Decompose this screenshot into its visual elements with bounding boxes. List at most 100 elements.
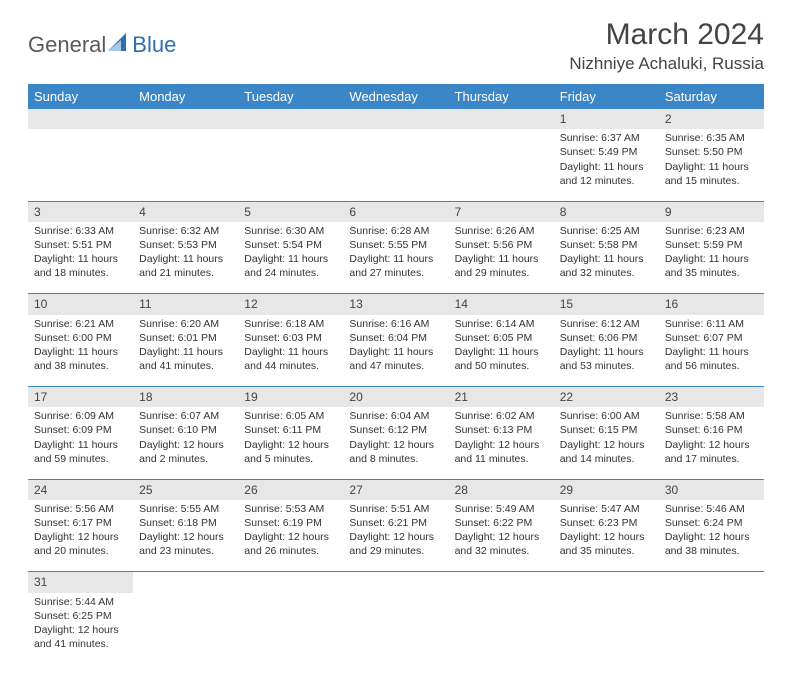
day-number-cell: 10 [28, 294, 133, 315]
sunrise-text: Sunrise: 5:44 AM [34, 595, 127, 609]
day-content: Sunrise: 6:20 AMSunset: 6:01 PMDaylight:… [133, 315, 238, 378]
daynum-row: 17181920212223 [28, 387, 764, 408]
day-content: Sunrise: 5:53 AMSunset: 6:19 PMDaylight:… [238, 500, 343, 563]
day-number-cell: 17 [28, 387, 133, 408]
day-content: Sunrise: 5:46 AMSunset: 6:24 PMDaylight:… [659, 500, 764, 563]
daylight-text-1: Daylight: 11 hours [139, 345, 232, 359]
day-number-cell [449, 572, 554, 593]
logo-text-blue: Blue [132, 32, 176, 58]
daylight-text-1: Daylight: 11 hours [560, 160, 653, 174]
day-cell: Sunrise: 6:37 AMSunset: 5:49 PMDaylight:… [554, 129, 659, 201]
sunrise-text: Sunrise: 6:00 AM [560, 409, 653, 423]
daylight-text-2: and 53 minutes. [560, 359, 653, 373]
week-row: Sunrise: 6:33 AMSunset: 5:51 PMDaylight:… [28, 222, 764, 294]
day-cell: Sunrise: 5:49 AMSunset: 6:22 PMDaylight:… [449, 500, 554, 572]
sunset-text: Sunset: 6:10 PM [139, 423, 232, 437]
day-cell: Sunrise: 6:33 AMSunset: 5:51 PMDaylight:… [28, 222, 133, 294]
daylight-text-2: and 21 minutes. [139, 266, 232, 280]
sunset-text: Sunset: 5:49 PM [560, 145, 653, 159]
daylight-text-2: and 47 minutes. [349, 359, 442, 373]
day-number-cell: 26 [238, 479, 343, 500]
daylight-text-2: and 35 minutes. [560, 544, 653, 558]
daylight-text-2: and 5 minutes. [244, 452, 337, 466]
sunrise-text: Sunrise: 6:05 AM [244, 409, 337, 423]
day-content: Sunrise: 6:28 AMSunset: 5:55 PMDaylight:… [343, 222, 448, 285]
dayheader-thu: Thursday [449, 84, 554, 109]
calendar-body: 12 Sunrise: 6:37 AMSunset: 5:49 PMDayligh… [28, 109, 764, 665]
day-number-cell: 25 [133, 479, 238, 500]
sunset-text: Sunset: 6:06 PM [560, 331, 653, 345]
sunrise-text: Sunrise: 6:07 AM [139, 409, 232, 423]
day-cell: Sunrise: 6:09 AMSunset: 6:09 PMDaylight:… [28, 407, 133, 479]
day-number-cell: 8 [554, 201, 659, 222]
daylight-text-1: Daylight: 11 hours [665, 252, 758, 266]
day-number-cell [238, 572, 343, 593]
day-cell: Sunrise: 6:02 AMSunset: 6:13 PMDaylight:… [449, 407, 554, 479]
day-number-cell: 16 [659, 294, 764, 315]
day-number-cell: 12 [238, 294, 343, 315]
sunset-text: Sunset: 6:24 PM [665, 516, 758, 530]
sunset-text: Sunset: 6:07 PM [665, 331, 758, 345]
sunrise-text: Sunrise: 6:04 AM [349, 409, 442, 423]
day-cell [449, 593, 554, 665]
sunset-text: Sunset: 6:19 PM [244, 516, 337, 530]
day-number-cell [238, 109, 343, 129]
daylight-text-2: and 29 minutes. [455, 266, 548, 280]
day-content: Sunrise: 6:02 AMSunset: 6:13 PMDaylight:… [449, 407, 554, 470]
day-cell: Sunrise: 5:47 AMSunset: 6:23 PMDaylight:… [554, 500, 659, 572]
day-content: Sunrise: 6:07 AMSunset: 6:10 PMDaylight:… [133, 407, 238, 470]
daylight-text-2: and 35 minutes. [665, 266, 758, 280]
daynum-row: 31 [28, 572, 764, 593]
daylight-text-2: and 26 minutes. [244, 544, 337, 558]
calendar-table: Sunday Monday Tuesday Wednesday Thursday… [28, 84, 764, 665]
sunset-text: Sunset: 6:11 PM [244, 423, 337, 437]
day-cell: Sunrise: 5:46 AMSunset: 6:24 PMDaylight:… [659, 500, 764, 572]
daylight-text-1: Daylight: 12 hours [665, 530, 758, 544]
day-cell [238, 129, 343, 201]
daylight-text-1: Daylight: 11 hours [349, 345, 442, 359]
day-number-cell: 9 [659, 201, 764, 222]
day-cell: Sunrise: 6:32 AMSunset: 5:53 PMDaylight:… [133, 222, 238, 294]
sunrise-text: Sunrise: 5:55 AM [139, 502, 232, 516]
dayheader-wed: Wednesday [343, 84, 448, 109]
daylight-text-2: and 15 minutes. [665, 174, 758, 188]
day-cell [343, 129, 448, 201]
daylight-text-2: and 32 minutes. [455, 544, 548, 558]
daylight-text-2: and 2 minutes. [139, 452, 232, 466]
sunrise-text: Sunrise: 5:49 AM [455, 502, 548, 516]
day-content: Sunrise: 6:33 AMSunset: 5:51 PMDaylight:… [28, 222, 133, 285]
daylight-text-1: Daylight: 12 hours [139, 438, 232, 452]
daylight-text-2: and 41 minutes. [139, 359, 232, 373]
daylight-text-1: Daylight: 12 hours [244, 438, 337, 452]
day-content: Sunrise: 5:44 AMSunset: 6:25 PMDaylight:… [28, 593, 133, 656]
day-content: Sunrise: 6:26 AMSunset: 5:56 PMDaylight:… [449, 222, 554, 285]
day-cell [554, 593, 659, 665]
day-cell: Sunrise: 6:12 AMSunset: 6:06 PMDaylight:… [554, 315, 659, 387]
daylight-text-1: Daylight: 11 hours [560, 345, 653, 359]
daylight-text-2: and 20 minutes. [34, 544, 127, 558]
day-number-cell: 4 [133, 201, 238, 222]
daylight-text-2: and 38 minutes. [665, 544, 758, 558]
sunrise-text: Sunrise: 6:12 AM [560, 317, 653, 331]
daylight-text-1: Daylight: 11 hours [455, 252, 548, 266]
day-content: Sunrise: 6:00 AMSunset: 6:15 PMDaylight:… [554, 407, 659, 470]
day-content: Sunrise: 6:12 AMSunset: 6:06 PMDaylight:… [554, 315, 659, 378]
day-number-cell [659, 572, 764, 593]
day-number-cell [554, 572, 659, 593]
day-cell: Sunrise: 6:23 AMSunset: 5:59 PMDaylight:… [659, 222, 764, 294]
day-number-cell [449, 109, 554, 129]
daylight-text-1: Daylight: 12 hours [665, 438, 758, 452]
day-cell: Sunrise: 6:16 AMSunset: 6:04 PMDaylight:… [343, 315, 448, 387]
sunrise-text: Sunrise: 6:16 AM [349, 317, 442, 331]
daylight-text-2: and 18 minutes. [34, 266, 127, 280]
week-row: Sunrise: 6:09 AMSunset: 6:09 PMDaylight:… [28, 407, 764, 479]
sunrise-text: Sunrise: 6:32 AM [139, 224, 232, 238]
day-content: Sunrise: 6:09 AMSunset: 6:09 PMDaylight:… [28, 407, 133, 470]
daylight-text-2: and 56 minutes. [665, 359, 758, 373]
sunset-text: Sunset: 6:16 PM [665, 423, 758, 437]
day-content: Sunrise: 6:23 AMSunset: 5:59 PMDaylight:… [659, 222, 764, 285]
header-right: March 2024 Nizhniye Achaluki, Russia [569, 18, 764, 74]
day-content: Sunrise: 6:18 AMSunset: 6:03 PMDaylight:… [238, 315, 343, 378]
sunrise-text: Sunrise: 5:58 AM [665, 409, 758, 423]
sunrise-text: Sunrise: 6:18 AM [244, 317, 337, 331]
